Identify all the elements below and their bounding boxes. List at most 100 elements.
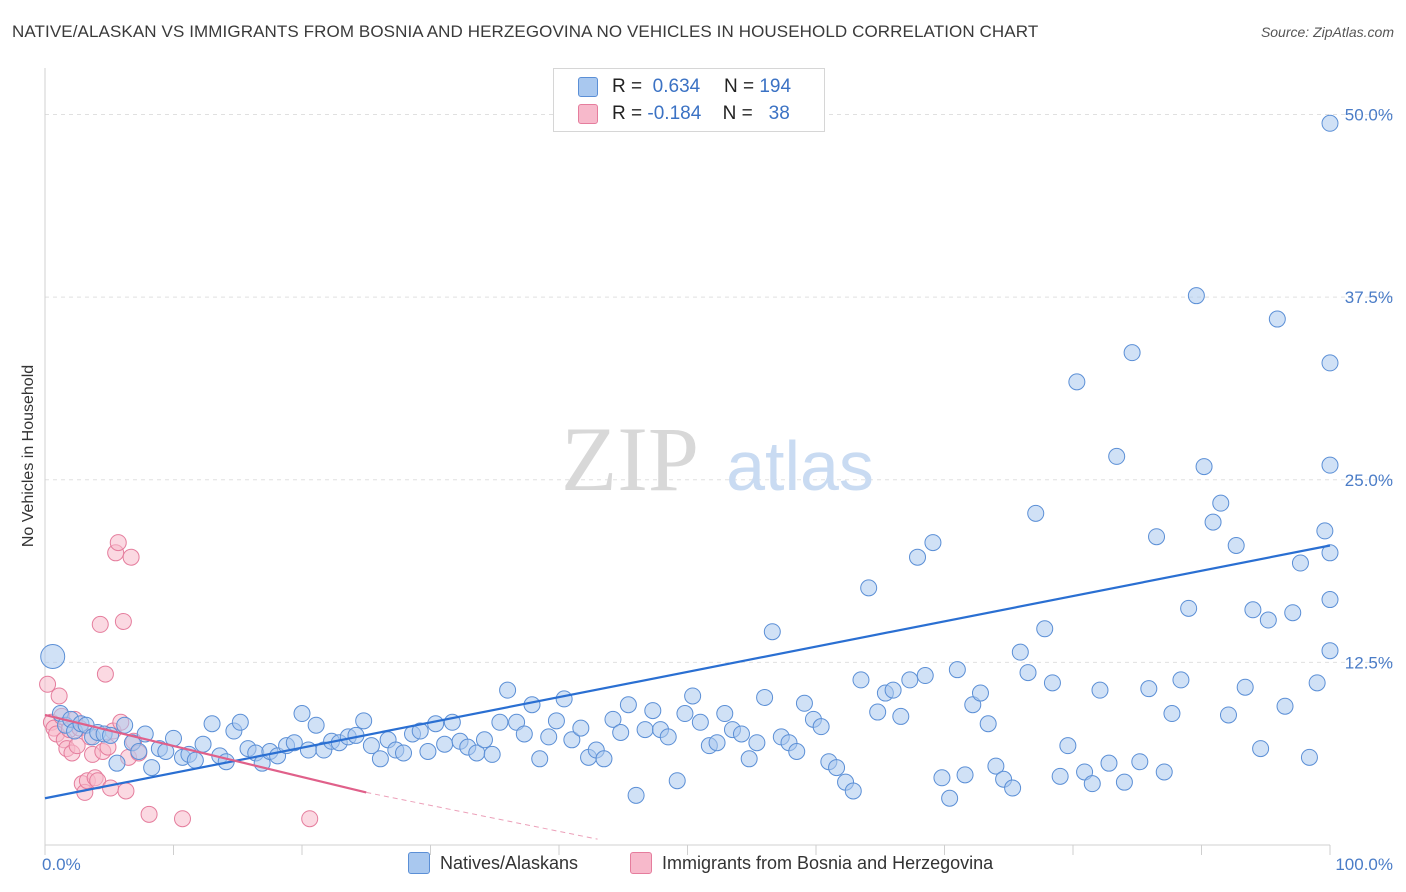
bottom-legend-swatch-pink: [630, 852, 652, 874]
data-point-natives: [619, 696, 637, 714]
data-point-natives: [1236, 678, 1254, 696]
trend-lines: [44, 544, 1331, 840]
data-point-natives: [1083, 775, 1101, 793]
legend-swatch-pink: [578, 104, 598, 124]
x-tick-label: 100.0%: [1335, 855, 1393, 874]
data-point-natives: [483, 745, 501, 763]
bottom-legend-natives: Natives/Alaskans: [408, 852, 578, 874]
data-point-natives: [1244, 601, 1262, 619]
data-point-immigrants: [117, 782, 135, 800]
data-point-natives: [869, 703, 887, 721]
data-point-natives: [371, 750, 389, 768]
data-point-natives: [508, 713, 526, 731]
data-point-natives: [1195, 458, 1213, 476]
data-point-natives: [1091, 681, 1109, 699]
data-point-natives: [1268, 310, 1286, 328]
data-point-natives: [1076, 763, 1094, 781]
legend-box: R = 0.634 N = 194 R = -0.184 N = 38: [553, 68, 825, 132]
y-tick-label: 25.0%: [1345, 471, 1393, 490]
data-point-natives: [812, 718, 830, 736]
data-point-natives: [595, 750, 613, 768]
data-point-natives: [1011, 643, 1029, 661]
data-point-natives: [1284, 604, 1302, 622]
y-axis-label: No Vehicles in Household: [20, 365, 37, 547]
data-point-natives: [1321, 591, 1339, 609]
data-point-natives: [1321, 114, 1339, 132]
data-point-natives: [933, 769, 951, 787]
legend-n-label: N =: [723, 76, 755, 97]
data-point-natives: [644, 702, 662, 720]
data-point-natives: [740, 750, 758, 768]
data-point-natives: [1108, 447, 1126, 465]
data-point-natives: [1259, 611, 1277, 629]
data-point-natives: [1321, 354, 1339, 372]
data-point-natives: [186, 751, 204, 769]
legend-n-label: N =: [722, 103, 753, 124]
data-point-natives: [1212, 494, 1230, 512]
data-point-natives: [1131, 753, 1149, 771]
data-point-natives: [852, 671, 870, 689]
data-point-natives: [1227, 537, 1245, 555]
data-point-natives: [1115, 773, 1133, 791]
data-point-natives: [844, 782, 862, 800]
data-point-natives: [909, 548, 927, 566]
data-point-immigrants: [140, 805, 158, 823]
data-point-immigrants: [114, 612, 132, 630]
data-point-natives: [1148, 528, 1166, 546]
y-tick-label: 12.5%: [1345, 653, 1393, 672]
data-point-natives: [203, 715, 221, 733]
data-point-natives: [40, 644, 66, 670]
data-point-natives: [732, 725, 750, 743]
data-point-natives: [756, 688, 774, 706]
data-point-natives: [523, 696, 541, 714]
bottom-legend-label: Immigrants from Bosnia and Herzegovina: [662, 852, 994, 873]
data-point-natives: [795, 694, 813, 712]
data-point-natives: [1155, 763, 1173, 781]
trend-line-immigrants-extension: [366, 791, 598, 840]
data-point-immigrants: [173, 810, 191, 828]
data-point-natives: [1123, 344, 1141, 362]
data-point-natives: [1019, 664, 1037, 682]
data-point-natives: [763, 623, 781, 641]
gridlines: [45, 114, 1395, 663]
data-point-immigrants: [102, 779, 120, 797]
data-point-natives: [130, 742, 148, 760]
data-point-natives: [1187, 287, 1205, 305]
data-point-natives: [419, 742, 437, 760]
x-tick-label: 0.0%: [42, 855, 81, 874]
data-point-natives: [1027, 504, 1045, 522]
data-point-natives: [427, 715, 445, 733]
data-point-natives: [971, 684, 989, 702]
trend-line-natives: [44, 544, 1331, 800]
data-point-natives: [691, 713, 709, 731]
data-point-immigrants: [122, 548, 140, 566]
data-point-natives: [788, 742, 806, 760]
data-point-natives: [924, 534, 942, 552]
x-tick-labels: 0.0% 100.0%: [42, 855, 1393, 874]
data-point-natives: [108, 754, 126, 772]
data-point-immigrants: [109, 534, 127, 552]
y-tick-labels: 12.5% 25.0% 37.5% 50.0%: [1345, 106, 1393, 673]
data-point-natives: [1051, 767, 1069, 785]
trend-line-immigrants: [44, 713, 367, 794]
legend-row-immigrants: R = -0.184 N = 38: [578, 101, 790, 127]
data-point-natives: [979, 715, 997, 733]
data-point-natives: [293, 705, 311, 723]
series-immigrants-points: [39, 534, 319, 828]
data-point-natives: [1276, 697, 1294, 715]
data-point-natives: [941, 789, 959, 807]
data-point-immigrants: [96, 665, 114, 683]
data-point-natives: [1300, 748, 1318, 766]
data-point-natives: [194, 735, 212, 753]
data-point-natives: [1316, 522, 1334, 540]
source-label: Source: ZipAtlas.com: [1260, 24, 1394, 40]
bottom-legend-label: Natives/Alaskans: [440, 852, 579, 873]
data-point-natives: [362, 737, 380, 755]
data-point-natives: [892, 707, 910, 725]
data-point-natives: [604, 710, 622, 728]
data-point-immigrants: [39, 675, 57, 693]
data-point-natives: [436, 735, 454, 753]
legend-row-natives: R = 0.634 N = 194: [578, 74, 791, 100]
data-point-natives: [1004, 779, 1022, 797]
